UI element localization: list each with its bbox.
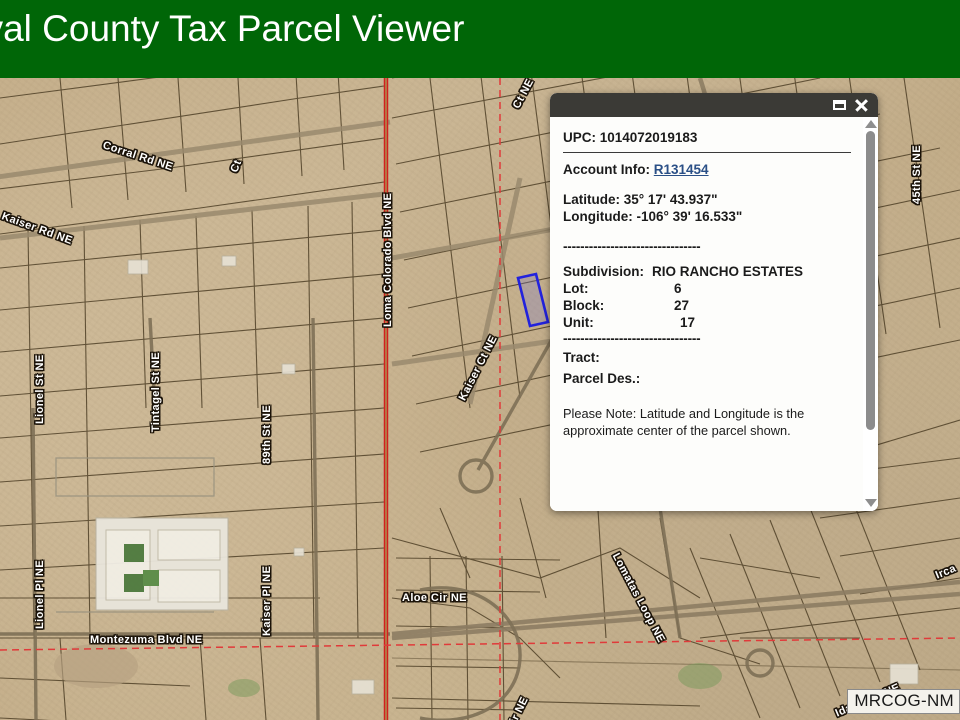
scroll-up-arrow-icon[interactable] <box>864 120 877 128</box>
table-row: Block: 27 <box>563 297 803 314</box>
unit-value: 17 <box>680 315 696 330</box>
section-lines <box>0 78 960 720</box>
account-info-line: Account Info: R131454 <box>563 162 851 177</box>
account-info-link[interactable]: R131454 <box>653 162 709 177</box>
lot-label: Lot: <box>563 281 589 296</box>
parcel-details: UPC: 1014072019183 Account Info: R131454… <box>550 117 863 511</box>
page-title: oval County Tax Parcel Viewer <box>0 8 465 49</box>
account-info-label: Account Info: <box>563 162 650 177</box>
popup-body: UPC: 1014072019183 Account Info: R131454… <box>550 117 878 511</box>
parcel-info-popup[interactable]: UPC: 1014072019183 Account Info: R131454… <box>550 93 878 511</box>
table-row: Lot: 6 <box>563 280 803 297</box>
tract-label: Tract: <box>563 350 600 365</box>
maximize-button[interactable] <box>828 95 850 115</box>
scrollbar-thumb[interactable] <box>866 131 875 431</box>
close-icon <box>854 98 868 112</box>
selected-parcel-highlight <box>516 272 550 328</box>
upc-line: UPC: 1014072019183 <box>563 130 698 145</box>
parcel-des-label: Parcel Des.: <box>563 371 641 386</box>
please-note-text: Please Note: Latitude and Longitude is t… <box>563 406 805 438</box>
maximize-icon <box>832 100 846 110</box>
parcel-attributes-table: Subdivision: RIO RANCHO ESTATES Lot: 6 B… <box>563 263 803 331</box>
app-header: oval County Tax Parcel Viewer <box>0 0 960 78</box>
boundary-and-selection-layer <box>0 78 960 720</box>
close-button[interactable] <box>850 95 872 115</box>
popup-titlebar[interactable] <box>550 93 878 117</box>
scroll-down-arrow-icon[interactable] <box>864 499 877 507</box>
table-row: Unit: 17 <box>563 314 803 331</box>
divider-dashed-2: -------------------------------- <box>563 331 701 346</box>
popup-scrollbar[interactable] <box>863 117 878 511</box>
upc-divider <box>563 152 851 153</box>
latitude-line: Latitude: 35° 17' 43.937" <box>563 192 718 207</box>
scrollbar-track[interactable] <box>866 131 875 496</box>
divider-dashed-1: -------------------------------- <box>563 239 701 254</box>
subdivision-label: Subdivision: <box>563 264 644 279</box>
longitude-line: Longitude: -106° 39' 16.533" <box>563 209 743 224</box>
subdivision-value: RIO RANCHO ESTATES <box>652 264 804 279</box>
block-label: Block: <box>563 298 605 313</box>
lot-value: 6 <box>674 281 682 296</box>
block-value: 27 <box>674 298 690 313</box>
map-attribution-watermark: MRCOG-NM <box>847 689 960 714</box>
table-row: Subdivision: RIO RANCHO ESTATES <box>563 263 803 280</box>
unit-label: Unit: <box>563 315 594 330</box>
